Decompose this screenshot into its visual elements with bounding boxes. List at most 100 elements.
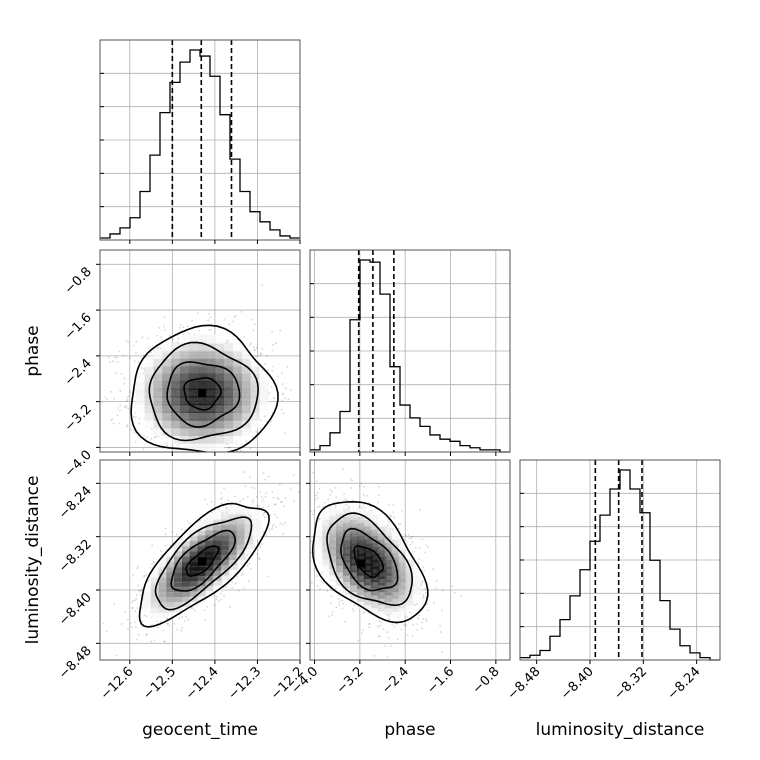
sample-point (273, 540, 275, 542)
sample-point (186, 325, 189, 328)
sample-point (235, 475, 237, 477)
density-cell (370, 553, 380, 563)
sample-point (252, 499, 255, 502)
density-cell (197, 411, 207, 421)
density-cell (144, 373, 154, 383)
sample-point (416, 628, 419, 631)
sample-point (110, 390, 112, 393)
density-cell (384, 573, 394, 583)
sample-point (316, 497, 319, 499)
sample-point (123, 382, 126, 385)
sample-point (250, 567, 253, 570)
sample-point (135, 594, 138, 597)
sample-point (261, 543, 264, 545)
density-cell (236, 545, 246, 555)
density-cell (329, 559, 339, 569)
sample-point (329, 493, 332, 496)
density-cell (206, 427, 216, 437)
sample-point (292, 500, 295, 502)
sample-point (126, 400, 128, 403)
density-cell (350, 563, 360, 573)
density-cell (250, 396, 260, 406)
sample-point (284, 521, 286, 524)
sample-point (314, 498, 317, 501)
density-cell (232, 403, 242, 413)
sample-point (264, 516, 267, 519)
sample-point (217, 600, 220, 603)
sample-point (144, 461, 146, 463)
density-cell (336, 576, 346, 586)
sample-point (262, 472, 265, 474)
density-cell (329, 553, 339, 563)
density-cell (189, 536, 199, 546)
x-tick-label: −8.40 (558, 664, 597, 703)
sample-point (259, 353, 262, 356)
density-cell (329, 527, 339, 537)
sample-point (128, 356, 131, 359)
sample-point (425, 618, 427, 621)
density-cell (179, 342, 189, 352)
density-cell (241, 427, 251, 437)
density-cell (350, 530, 360, 540)
sample-point (284, 487, 286, 489)
sample-point (284, 387, 287, 390)
sample-point (266, 369, 269, 372)
sample-point (269, 514, 271, 517)
density-cell (336, 530, 346, 540)
sample-point (418, 558, 421, 561)
density-cell (153, 380, 163, 390)
sample-point (141, 367, 143, 370)
sample-point (276, 375, 279, 378)
sample-point (439, 624, 442, 627)
density-cell (343, 533, 353, 543)
density-cell (171, 403, 181, 413)
sample-point (272, 343, 275, 346)
sample-point (150, 438, 153, 440)
density-cell (398, 606, 408, 616)
sample-point (164, 544, 167, 547)
sample-point (229, 446, 231, 449)
density-cell (197, 536, 207, 546)
density-cell (405, 583, 415, 593)
sample-point (277, 497, 280, 500)
sample-point (405, 624, 408, 627)
sample-point (311, 513, 314, 516)
sample-point (366, 494, 369, 497)
panel-frame (99, 249, 301, 453)
sample-point (129, 622, 132, 624)
x-axis-label-geocent-time: geocent_time (142, 720, 258, 740)
density-cell (153, 419, 163, 429)
sample-point (291, 555, 293, 557)
density-cell (370, 573, 380, 583)
density-cell (370, 605, 380, 615)
density-cell (241, 365, 251, 375)
sample-point (180, 323, 182, 326)
sample-point (248, 456, 250, 458)
density-cell (171, 388, 181, 398)
density-cell (232, 388, 242, 398)
density-cell (232, 427, 242, 437)
sample-point (319, 588, 321, 590)
density-cell (244, 530, 254, 540)
sample-point (389, 645, 392, 648)
density-cell (166, 547, 176, 557)
density-cell (391, 576, 401, 586)
density-cell (213, 576, 223, 586)
sample-point (318, 505, 321, 508)
sample-point (180, 629, 183, 632)
sample-point (201, 479, 203, 481)
sample-point (244, 485, 247, 487)
x-tick-label: −12.5 (140, 664, 179, 703)
density-cell (182, 557, 192, 567)
sample-point (123, 405, 126, 408)
density-cell (405, 556, 415, 566)
density-cell (205, 526, 215, 536)
sample-point (281, 383, 284, 385)
density-cell (391, 537, 401, 547)
contour-line (340, 527, 399, 592)
sample-point (241, 572, 244, 575)
sample-point (406, 634, 409, 637)
sample-point (260, 501, 263, 503)
density-cell (356, 553, 366, 563)
sample-point (280, 500, 283, 503)
